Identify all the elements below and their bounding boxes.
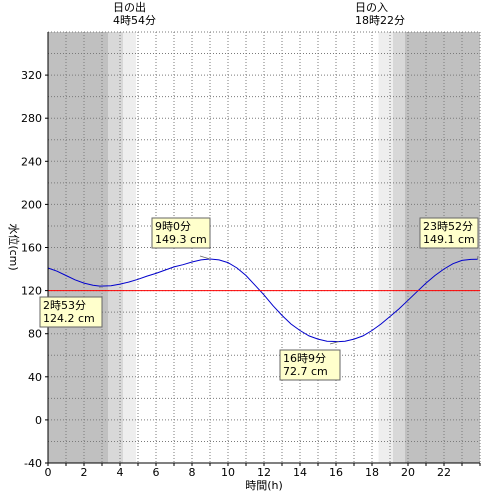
annotation-box	[279, 349, 341, 381]
y-tick-label: -40	[24, 457, 42, 470]
x-tick-label: 18	[365, 466, 379, 479]
annotation-time: 23時52分	[423, 220, 473, 233]
sunset-time: 18時22分	[355, 14, 405, 27]
annotation-box	[151, 217, 211, 249]
sunrise-time: 4時54分	[113, 14, 156, 27]
annotation-level: 72.7 cm	[283, 365, 328, 378]
y-tick-label: 40	[28, 371, 42, 384]
x-tick-label: 4	[117, 466, 124, 479]
x-tick-label: 12	[257, 466, 271, 479]
y-axis-label: 水位(cm)	[7, 223, 21, 270]
dusk-band	[378, 32, 394, 463]
annotation-time: 2時53分	[43, 299, 86, 312]
y-tick-label: 160	[21, 242, 42, 255]
x-tick-label: 22	[437, 466, 451, 479]
annotation-pointer	[199, 255, 211, 260]
y-tick-label: 0	[35, 414, 42, 427]
x-tick-label: 8	[189, 466, 196, 479]
sunset-label: 日の入	[355, 1, 388, 14]
x-tick-label: 10	[221, 466, 235, 479]
x-tick-label: 2	[81, 466, 88, 479]
x-tick-label: 20	[401, 466, 415, 479]
annotation-pointer	[329, 341, 339, 345]
x-tick-label: 0	[45, 466, 52, 479]
x-tick-label: 16	[329, 466, 343, 479]
annotation-level: 149.1 cm	[423, 233, 475, 246]
night-band-morning	[48, 32, 108, 463]
y-tick-label: 240	[21, 155, 42, 168]
y-tick-label: 280	[21, 112, 42, 125]
x-axis-label: 時間(h)	[245, 479, 283, 492]
x-tick-label: 14	[293, 466, 307, 479]
annotation-box	[39, 296, 103, 328]
annotation-time: 16時9分	[283, 352, 326, 365]
annotation-time: 9時0分	[155, 220, 191, 233]
annotation-box	[419, 217, 479, 249]
y-tick-label: 320	[21, 69, 42, 82]
annotation-level: 149.3 cm	[155, 233, 207, 246]
y-tick-label: 200	[21, 198, 42, 211]
y-tick-label: 80	[28, 328, 42, 341]
series-layer	[47, 258, 480, 343]
y-tick-label: 120	[21, 285, 42, 298]
sunrise-label: 日の出	[113, 0, 146, 14]
tide-level-line	[47, 258, 478, 343]
x-tick-label: 6	[153, 466, 160, 479]
annotation-level: 124.2 cm	[43, 312, 95, 325]
